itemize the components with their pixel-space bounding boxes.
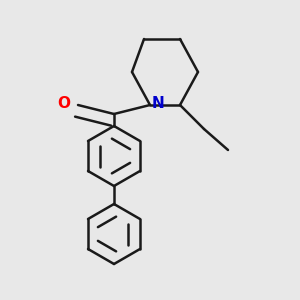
- Text: N: N: [152, 96, 164, 111]
- Text: O: O: [58, 96, 70, 111]
